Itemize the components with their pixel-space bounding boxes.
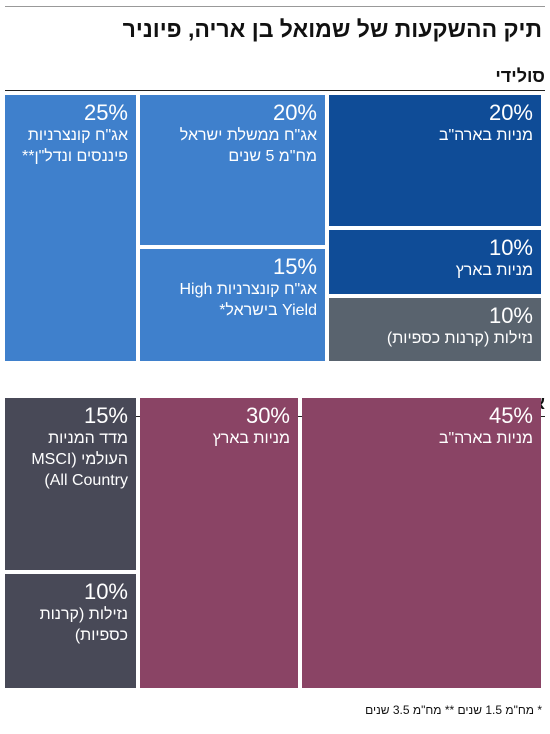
value-label: 20% <box>272 100 317 125</box>
treemap-cell: 10% מניות בארץ <box>329 230 541 294</box>
category-label: מניות בארה"ב <box>438 430 533 447</box>
category-label: נזילות (קרנות כספיות) <box>386 329 533 347</box>
category-label: מניות בארץ <box>212 430 290 447</box>
page-title: תיק ההשקעות של שמואל בן אריה, פיוניר <box>122 16 542 42</box>
value-label: 30% <box>245 403 290 428</box>
category-label: אג"ח קונצרניות High Yield בישראל* <box>179 281 318 320</box>
value-label: 10% <box>488 235 533 260</box>
category-label: מדד המניות העולמי (MSCI All Country) <box>31 430 128 489</box>
treemap-cell: 10% נזילות (קרנות כספיות) <box>5 574 136 688</box>
treemap-cell: 45% מניות בארה"ב <box>302 398 541 688</box>
value-label: 10% <box>83 579 128 605</box>
treemap-cell: 25% אג"ח קונצרניות פיננסים ונדל"ן** <box>5 95 136 361</box>
treemap-cell: 20% אג"ח ממשלת ישראל מח"מ 5 שנים <box>140 95 325 246</box>
section-title: סולידי <box>495 66 545 86</box>
value-label: 15% <box>83 403 128 428</box>
category-label: נזילות (קרנות כספיות) <box>39 606 128 645</box>
value-label: 15% <box>272 254 317 280</box>
footnote: * מח"מ 1.5 שנים ** מח"מ 3.5 שנים <box>365 703 542 717</box>
rule <box>5 6 545 7</box>
category-label: מניות בארה"ב <box>438 127 533 144</box>
category-label: אג"ח קונצרניות פיננסים ונדל"ן** <box>21 127 128 165</box>
value-label: 25% <box>83 100 128 125</box>
value-label: 20% <box>488 100 533 125</box>
rule <box>5 90 545 91</box>
treemap-cell: 30% מניות בארץ <box>140 398 298 688</box>
category-label: אג"ח ממשלת ישראל מח"מ 5 שנים <box>179 127 317 165</box>
treemap-cell: 10% נזילות (קרנות כספיות) <box>329 297 541 361</box>
treemap-cell: 15% מדד המניות העולמי (MSCI All Country) <box>5 398 136 571</box>
value-label: 45% <box>488 403 533 428</box>
treemap-cell: 20% מניות בארה"ב <box>329 95 541 226</box>
value-label: 10% <box>488 302 533 328</box>
treemap-cell: 15% אג"ח קונצרניות High Yield בישראל* <box>140 249 325 361</box>
category-label: מניות בארץ <box>455 262 533 279</box>
